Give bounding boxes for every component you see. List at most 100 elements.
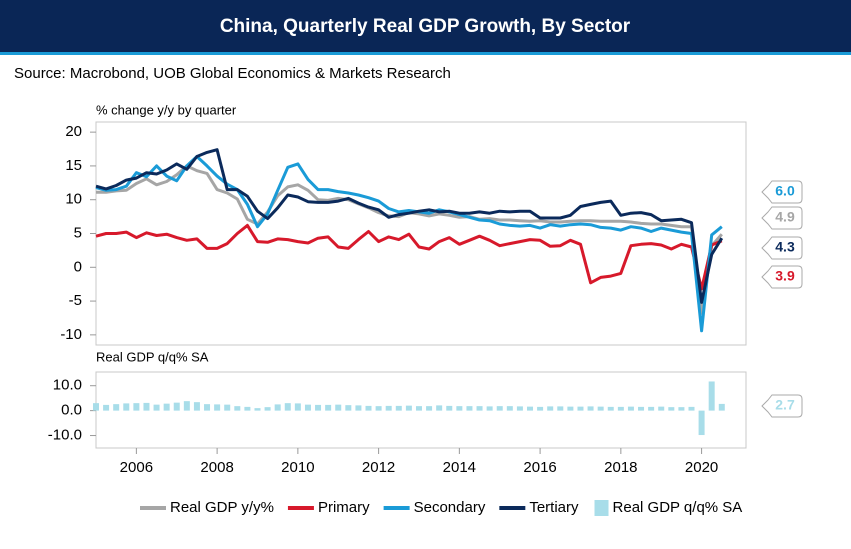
- series-line: [95, 155, 723, 333]
- bar: [426, 406, 433, 411]
- x-tick-label: 2012: [362, 459, 395, 476]
- bar: [335, 404, 342, 411]
- legend-label: Secondary: [414, 499, 486, 516]
- callout-label: 4.3: [775, 239, 795, 255]
- bar: [274, 404, 281, 411]
- chart-title: China, Quarterly Real GDP Growth, By Sec…: [220, 16, 631, 37]
- bar: [365, 405, 372, 411]
- bar: [143, 402, 150, 411]
- bar: [214, 404, 221, 411]
- bar: [415, 406, 422, 411]
- callout-label: 4.9: [775, 209, 795, 225]
- series-line: [95, 223, 723, 291]
- y-tick-label: -10.0: [48, 427, 82, 444]
- legend-label: Real GDP q/q% SA: [613, 499, 743, 516]
- bar: [304, 404, 311, 411]
- bar: [607, 406, 614, 411]
- bar: [446, 405, 453, 411]
- bar: [173, 402, 180, 411]
- bar: [204, 404, 211, 411]
- bar: [325, 404, 332, 411]
- y-tick-label: 20: [65, 123, 82, 140]
- bar: [617, 406, 624, 411]
- y-tick-label: 15: [65, 157, 82, 174]
- bar: [395, 405, 402, 411]
- x-tick-label: 2020: [685, 459, 718, 476]
- bar: [718, 403, 725, 411]
- bar: [537, 406, 544, 411]
- bar: [466, 406, 473, 411]
- x-tick-label: 2008: [200, 459, 233, 476]
- y-tick-label: 10.0: [53, 377, 82, 394]
- bar: [658, 406, 665, 411]
- bar: [315, 404, 322, 411]
- bar: [123, 403, 130, 411]
- bar: [597, 406, 604, 411]
- bar: [567, 406, 574, 411]
- bar: [284, 403, 291, 411]
- bar: [577, 406, 584, 411]
- bar: [264, 407, 271, 411]
- bar: [224, 404, 231, 411]
- x-tick-label: 2018: [604, 459, 637, 476]
- callout: [761, 236, 803, 260]
- bar: [648, 406, 655, 411]
- x-tick-label: 2006: [120, 459, 153, 476]
- callout: [761, 206, 803, 230]
- bar: [678, 407, 685, 411]
- plot-frame: [95, 121, 747, 346]
- bar: [496, 406, 503, 411]
- bar: [506, 406, 513, 411]
- bar: [375, 406, 382, 411]
- series-line: [95, 148, 724, 304]
- callout: [761, 394, 803, 418]
- bar: [557, 406, 564, 411]
- bar: [294, 403, 301, 411]
- legend-label: Tertiary: [529, 499, 579, 516]
- bar: [516, 406, 523, 411]
- bar: [405, 405, 412, 411]
- bar: [486, 406, 493, 411]
- y-tick-label: -5: [69, 292, 82, 309]
- bar: [638, 406, 645, 411]
- bar: [668, 407, 675, 411]
- y-tick-label: 0: [74, 258, 82, 275]
- bar: [436, 405, 443, 411]
- bar: [254, 408, 261, 411]
- bar: [163, 403, 170, 411]
- bar: [153, 404, 160, 411]
- bar: [183, 401, 190, 411]
- bar: [244, 406, 251, 411]
- x-tick-label: 2010: [281, 459, 314, 476]
- bar: [93, 403, 99, 411]
- callout-label: 6.0: [775, 183, 795, 199]
- bar: [708, 381, 715, 411]
- y-tick-label: 5: [74, 224, 82, 241]
- x-tick-label: 2014: [443, 459, 476, 476]
- y-tick-label: -10: [60, 326, 82, 343]
- callout: [761, 180, 803, 204]
- callout-label: 2.7: [775, 397, 795, 413]
- bar: [103, 404, 110, 411]
- y-axis-label: Real GDP q/q% SA: [96, 349, 209, 364]
- bar: [355, 405, 362, 411]
- y-tick-label: 0.0: [61, 402, 82, 419]
- callout-label: 3.9: [775, 268, 795, 284]
- y-axis-label: % change y/y by quarter: [96, 102, 237, 117]
- bar: [698, 410, 705, 436]
- source: Source: Macrobond, UOB Global Economics …: [14, 65, 451, 82]
- bar: [456, 406, 463, 411]
- x-tick-label: 2016: [523, 459, 556, 476]
- bar: [345, 405, 352, 411]
- title-underline: [0, 52, 851, 55]
- legend-label: Real GDP y/y%: [170, 499, 274, 516]
- bar: [234, 406, 241, 411]
- bar: [133, 403, 140, 411]
- bar: [587, 406, 594, 411]
- title-bar: [0, 0, 851, 52]
- y-tick-label: 10: [65, 191, 82, 208]
- bar: [627, 406, 634, 411]
- legend-label: Primary: [318, 499, 370, 516]
- bar: [193, 402, 200, 411]
- bar: [113, 404, 120, 411]
